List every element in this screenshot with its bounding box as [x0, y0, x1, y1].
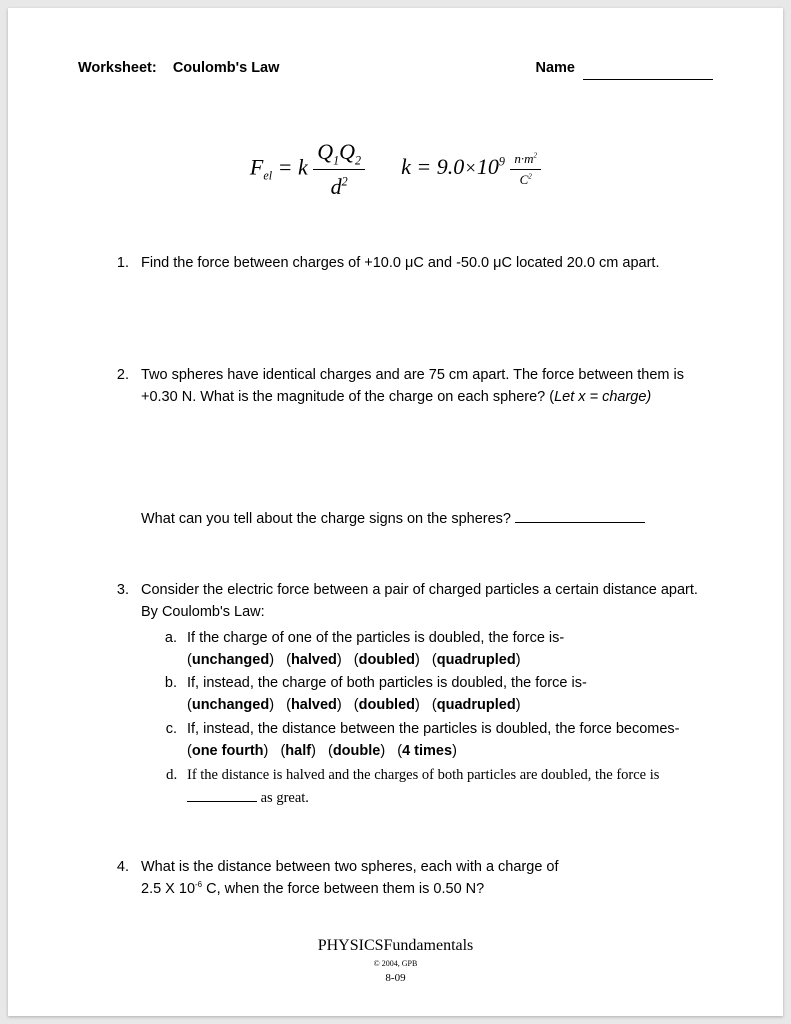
q2-follow-text: What can you tell about the charge signs…: [141, 511, 515, 527]
question-2: Two spheres have identical charges and a…: [133, 365, 713, 560]
q3d-text-1: If the distance is halved and the charge…: [187, 767, 659, 783]
q3b: If, instead, the charge of both particle…: [181, 673, 713, 717]
worksheet-title: Coulomb's Law: [173, 60, 280, 76]
q3c-opt2[interactable]: half: [285, 743, 311, 759]
fraction-denominator: d2: [313, 170, 365, 203]
q3-intro: Consider the electric force between a pa…: [141, 582, 698, 620]
units-num-sup: 2: [534, 152, 538, 160]
ten: 10: [477, 154, 499, 179]
q3b-opt4[interactable]: quadrupled: [437, 697, 516, 713]
units-num-text: n·m: [514, 151, 533, 166]
header: Worksheet: Coulomb's Law Name: [78, 58, 713, 80]
Q2-sub: 2: [355, 153, 361, 167]
equals-1: =: [278, 154, 298, 179]
q3a-text: If the charge of one of the particles is…: [187, 630, 564, 646]
q3a-opt2[interactable]: halved: [291, 652, 337, 668]
units-den-text: C: [520, 172, 529, 187]
q2-blank[interactable]: [515, 522, 645, 523]
fraction-numerator: Q1Q2: [313, 135, 365, 171]
question-3: Consider the electric force between a pa…: [133, 580, 713, 837]
coulomb-formula: Fel = k Q1Q2 d2: [250, 135, 365, 204]
header-left: Worksheet: Coulomb's Law: [78, 58, 279, 80]
q4-line2: C, when the force between them is 0.50 N…: [202, 881, 484, 897]
q3b-options: (unchanged) (halved) (doubled) (quadrupl…: [187, 697, 521, 713]
units-den: C2: [510, 170, 541, 190]
F-symbol: F: [250, 154, 263, 179]
worksheet-page: Worksheet: Coulomb's Law Name Fel = k Q1…: [8, 8, 783, 1016]
q3c-text: If, instead, the distance between the pa…: [187, 721, 679, 737]
q3b-opt1[interactable]: unchanged: [192, 697, 269, 713]
q3c: If, instead, the distance between the pa…: [181, 719, 713, 763]
q3b-opt2[interactable]: halved: [291, 697, 337, 713]
d-symbol: d: [331, 174, 342, 199]
name-blank[interactable]: [583, 79, 713, 80]
q3a: If the charge of one of the particles is…: [181, 628, 713, 672]
q3a-opt4[interactable]: quadrupled: [437, 652, 516, 668]
brand-physics: PHYSICS: [318, 937, 384, 954]
q3d-text-2: as great.: [257, 790, 309, 806]
footer-brand: PHYSICSFundamentals: [8, 934, 783, 958]
Q2: Q: [339, 139, 355, 164]
q4-coef: 2.5 X 10: [141, 881, 195, 897]
q3c-opt4[interactable]: 4 times: [402, 743, 452, 759]
q3a-opt1[interactable]: unchanged: [192, 652, 269, 668]
d-sup: 2: [342, 175, 348, 189]
units-den-sup: 2: [528, 172, 532, 180]
q3d-blank[interactable]: [187, 801, 257, 802]
k-symbol: k: [298, 154, 308, 179]
q3c-options: (one fourth) (half) (double) (4 times): [187, 743, 457, 759]
units-num: n·m2: [510, 149, 541, 170]
q3c-opt3[interactable]: double: [333, 743, 381, 759]
q3c-opt1[interactable]: one fourth: [192, 743, 264, 759]
brand-fundamentals: Fundamentals: [384, 937, 474, 954]
q2-followup: What can you tell about the charge signs…: [141, 509, 713, 531]
footer-copyright: © 2004, GPB: [8, 958, 783, 970]
k-constant: k = 9.0×109 n·m2 C2: [401, 149, 541, 189]
q3a-options: (unchanged) (halved) (doubled) (quadrupl…: [187, 652, 521, 668]
q3b-opt3[interactable]: doubled: [359, 697, 415, 713]
k-value: k = 9.0: [401, 154, 464, 179]
q3d: If the distance is halved and the charge…: [181, 764, 713, 810]
q2-let: Let x = charge): [554, 389, 651, 405]
question-4: What is the distance between two spheres…: [133, 857, 713, 901]
Q1: Q: [317, 139, 333, 164]
question-list: Find the force between charges of +10.0 …: [78, 253, 713, 900]
q3-sublist: If the charge of one of the particles is…: [141, 628, 713, 810]
q4-line1: What is the distance between two spheres…: [141, 859, 559, 875]
question-1: Find the force between charges of +10.0 …: [133, 253, 713, 345]
name-field: Name: [535, 58, 713, 80]
name-label: Name: [535, 60, 575, 76]
F-subscript: el: [263, 168, 272, 182]
footer-pageno: 8-09: [8, 970, 783, 987]
charge-fraction: Q1Q2 d2: [313, 135, 365, 204]
q3a-opt3[interactable]: doubled: [359, 652, 415, 668]
formula-row: Fel = k Q1Q2 d2 k = 9.0×109 n·m2 C2: [78, 135, 713, 204]
q1-text: Find the force between charges of +10.0 …: [141, 255, 659, 271]
worksheet-label: Worksheet:: [78, 60, 157, 76]
q3b-text: If, instead, the charge of both particle…: [187, 675, 587, 691]
footer: PHYSICSFundamentals © 2004, GPB 8-09: [8, 934, 783, 987]
units-fraction: n·m2 C2: [510, 149, 541, 189]
ten-exp: 9: [499, 155, 505, 169]
times-symbol: ×: [464, 158, 477, 179]
